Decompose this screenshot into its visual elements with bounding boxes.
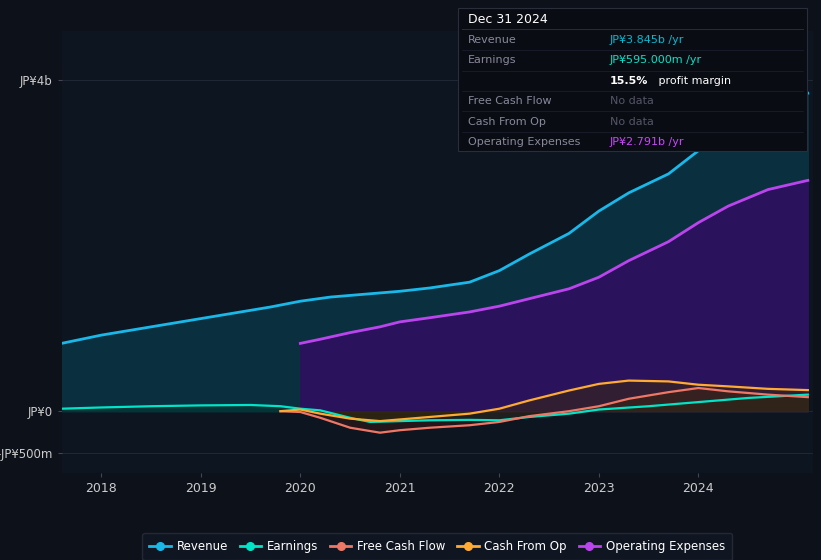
Text: Dec 31 2024: Dec 31 2024 (468, 13, 548, 26)
Text: Free Cash Flow: Free Cash Flow (468, 96, 552, 106)
Text: Cash From Op: Cash From Op (468, 116, 546, 127)
Text: JP¥595.000m /yr: JP¥595.000m /yr (610, 55, 702, 66)
Text: profit margin: profit margin (655, 76, 732, 86)
Text: No data: No data (610, 96, 654, 106)
Text: No data: No data (610, 116, 654, 127)
Text: 15.5%: 15.5% (610, 76, 649, 86)
Text: Earnings: Earnings (468, 55, 516, 66)
Text: JP¥2.791b /yr: JP¥2.791b /yr (610, 137, 685, 147)
Text: Revenue: Revenue (468, 35, 516, 45)
Text: JP¥3.845b /yr: JP¥3.845b /yr (610, 35, 685, 45)
Legend: Revenue, Earnings, Free Cash Flow, Cash From Op, Operating Expenses: Revenue, Earnings, Free Cash Flow, Cash … (142, 533, 732, 560)
Text: Operating Expenses: Operating Expenses (468, 137, 580, 147)
